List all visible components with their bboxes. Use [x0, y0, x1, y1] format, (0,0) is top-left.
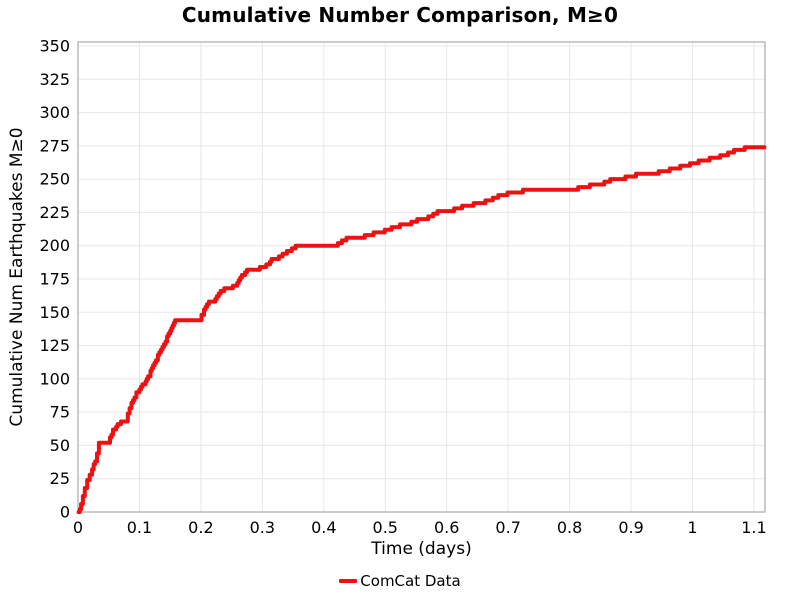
- x-axis-label: Time (days): [371, 539, 472, 559]
- x-tick-label: 1.1: [741, 518, 766, 537]
- x-tick-label: 1: [687, 518, 697, 537]
- y-tick-label: 225: [39, 203, 70, 222]
- y-tick-label: 350: [39, 37, 70, 56]
- y-tick-label: 250: [39, 170, 70, 189]
- y-tick-label: 75: [50, 403, 70, 422]
- y-tick-label: 0: [60, 503, 70, 522]
- x-tick-label: 0.3: [250, 518, 275, 537]
- x-tick-label: 0.4: [311, 518, 336, 537]
- x-tick-label: 0.7: [495, 518, 520, 537]
- x-tick-label: 0: [73, 518, 83, 537]
- chart-title: Cumulative Number Comparison, M≥0: [181, 3, 619, 27]
- x-tick-label: 0.5: [373, 518, 398, 537]
- y-tick-label: 150: [39, 303, 70, 322]
- legend-line-swatch: [339, 579, 358, 583]
- x-tick-label: 0.8: [557, 518, 582, 537]
- x-tick-label: 0.2: [188, 518, 213, 537]
- axes-border: [77, 41, 766, 513]
- series-line-comcat: [76, 145, 767, 514]
- y-axis-label: Cumulative Num Earthquakes M≥0: [7, 127, 27, 427]
- gridlines: [77, 42, 765, 513]
- legend: ComCat Data: [0, 572, 800, 590]
- y-tick-label: 325: [39, 70, 70, 89]
- y-tick-label: 175: [39, 270, 70, 289]
- x-tick-label: 0.6: [434, 518, 459, 537]
- y-tick-label: 100: [39, 369, 70, 388]
- y-tick-label: 300: [39, 103, 70, 122]
- legend-label: ComCat Data: [360, 572, 461, 590]
- y-tick-label: 200: [39, 236, 70, 255]
- y-tick-label: 275: [39, 136, 70, 155]
- y-tick-label: 125: [39, 336, 70, 355]
- x-tick-label: 0.9: [618, 518, 643, 537]
- tick-labels: 0 0.1 0.2 0.3 0.4 0.5 0.6 0.7 0.8 0.9 1 1.1 0 25 50 75 1…: [39, 37, 766, 538]
- y-tick-label: 25: [50, 469, 70, 488]
- y-tick-label: 50: [50, 436, 70, 455]
- x-tick-label: 0.1: [127, 518, 152, 537]
